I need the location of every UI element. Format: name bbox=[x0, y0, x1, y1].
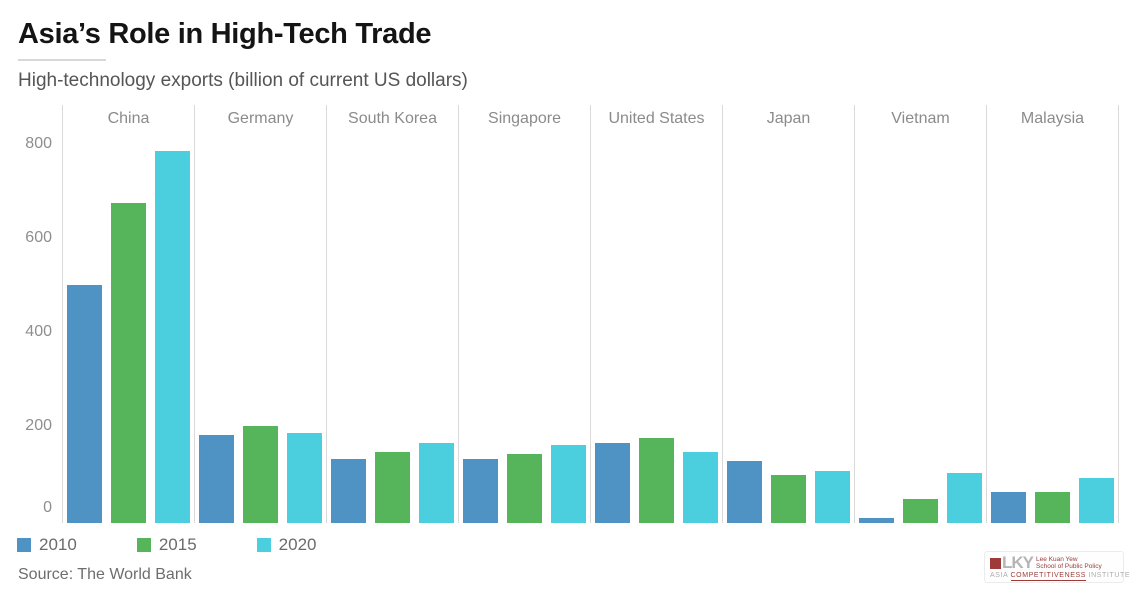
source-note: Source: The World Bank bbox=[18, 566, 192, 583]
y-axis: 0 200 400 600 800 bbox=[0, 105, 52, 523]
aci-word-institute: INSTITUTE bbox=[1088, 572, 1131, 579]
legend-item-2015[interactable]: 2015 bbox=[136, 535, 197, 555]
category-label-vietnam: Vietnam bbox=[891, 110, 950, 127]
bar-vietnam-2020[interactable] bbox=[947, 473, 982, 523]
bar-malaysia-2020[interactable] bbox=[1079, 477, 1114, 523]
category-label-japan: Japan bbox=[766, 110, 811, 127]
category-panel-china: China bbox=[63, 105, 195, 523]
logo-red-square-icon bbox=[990, 558, 1001, 569]
legend-label: 2010 bbox=[39, 535, 77, 554]
bar-singapore-2010[interactable] bbox=[463, 458, 498, 523]
bar-united-states-2015[interactable] bbox=[639, 437, 674, 523]
bar-singapore-2020[interactable] bbox=[551, 444, 586, 523]
bar-germany-2010[interactable] bbox=[199, 435, 234, 523]
bar-japan-2015[interactable] bbox=[771, 475, 806, 523]
bar-vietnam-2010[interactable] bbox=[859, 517, 894, 523]
category-panel-japan: Japan bbox=[723, 105, 855, 523]
category-panel-vietnam: Vietnam bbox=[855, 105, 987, 523]
bar-japan-2010[interactable] bbox=[727, 461, 762, 523]
bar-united-states-2020[interactable] bbox=[683, 451, 718, 523]
y-tick-label-800: 800 bbox=[25, 135, 52, 152]
bar-japan-2020[interactable] bbox=[815, 470, 850, 523]
category-panel-south-korea: South Korea bbox=[327, 105, 459, 523]
plot-panels: China Germany South Korea Singapore United S… bbox=[62, 105, 1119, 523]
legend-item-2020[interactable]: 2020 bbox=[256, 535, 317, 555]
aci-word-asia: ASIA bbox=[990, 572, 1008, 579]
legend-swatch-2015 bbox=[136, 538, 151, 552]
category-label-germany: Germany bbox=[227, 110, 294, 127]
legend-swatch-2010 bbox=[17, 538, 31, 552]
aci-wordmark: ASIA COMPETITIVENESS INSTITUTE bbox=[990, 572, 1130, 581]
legend: 2010 2015 2020 bbox=[17, 535, 316, 555]
y-tick-label-600: 600 bbox=[25, 229, 52, 246]
category-label-malaysia: Malaysia bbox=[1020, 110, 1085, 127]
category-label-south-korea: South Korea bbox=[348, 110, 437, 127]
bar-germany-2015[interactable] bbox=[243, 426, 278, 523]
bar-germany-2020[interactable] bbox=[287, 433, 322, 523]
category-panel-united-states: United States bbox=[591, 105, 723, 523]
bar-singapore-2015[interactable] bbox=[507, 454, 542, 523]
bar-south-korea-2015[interactable] bbox=[375, 451, 410, 523]
bar-china-2020[interactable] bbox=[155, 151, 190, 523]
page-title: Asia’s Role in High-Tech Trade bbox=[18, 18, 432, 50]
y-tick-label-0: 0 bbox=[43, 499, 52, 516]
bar-south-korea-2010[interactable] bbox=[331, 458, 366, 523]
legend-item-2010[interactable]: 2010 bbox=[17, 535, 77, 555]
bar-united-states-2010[interactable] bbox=[595, 442, 630, 523]
y-tick-label-400: 400 bbox=[25, 323, 52, 340]
title-underline bbox=[18, 59, 106, 61]
bar-vietnam-2015[interactable] bbox=[903, 498, 938, 523]
lky-wordmark: LKY bbox=[1002, 553, 1034, 572]
legend-label: 2020 bbox=[278, 535, 317, 554]
legend-swatch-2020 bbox=[256, 538, 271, 552]
category-label-united-states: United States bbox=[608, 110, 705, 127]
lky-aci-logo: LKY Lee Kuan Yew School of Public Policy… bbox=[984, 551, 1130, 583]
aci-word-competitiveness: COMPETITIVENESS bbox=[1010, 572, 1087, 581]
bar-south-korea-2020[interactable] bbox=[419, 442, 454, 523]
bar-malaysia-2015[interactable] bbox=[1035, 491, 1070, 523]
bar-china-2010[interactable] bbox=[67, 285, 102, 523]
chart-subtitle: High-technology exports (billion of curr… bbox=[18, 70, 468, 91]
category-label-singapore: Singapore bbox=[488, 110, 561, 127]
logo-line1: Lee Kuan Yew bbox=[1036, 556, 1078, 563]
category-panel-germany: Germany bbox=[195, 105, 327, 523]
category-label-china: China bbox=[107, 110, 150, 127]
legend-label: 2015 bbox=[158, 535, 197, 554]
category-panel-singapore: Singapore bbox=[459, 105, 591, 523]
y-tick-label-200: 200 bbox=[25, 417, 52, 434]
category-panel-malaysia: Malaysia bbox=[987, 105, 1119, 523]
bar-china-2015[interactable] bbox=[111, 202, 146, 523]
logo-line2: School of Public Policy bbox=[1036, 563, 1102, 570]
bar-malaysia-2010[interactable] bbox=[991, 491, 1026, 523]
